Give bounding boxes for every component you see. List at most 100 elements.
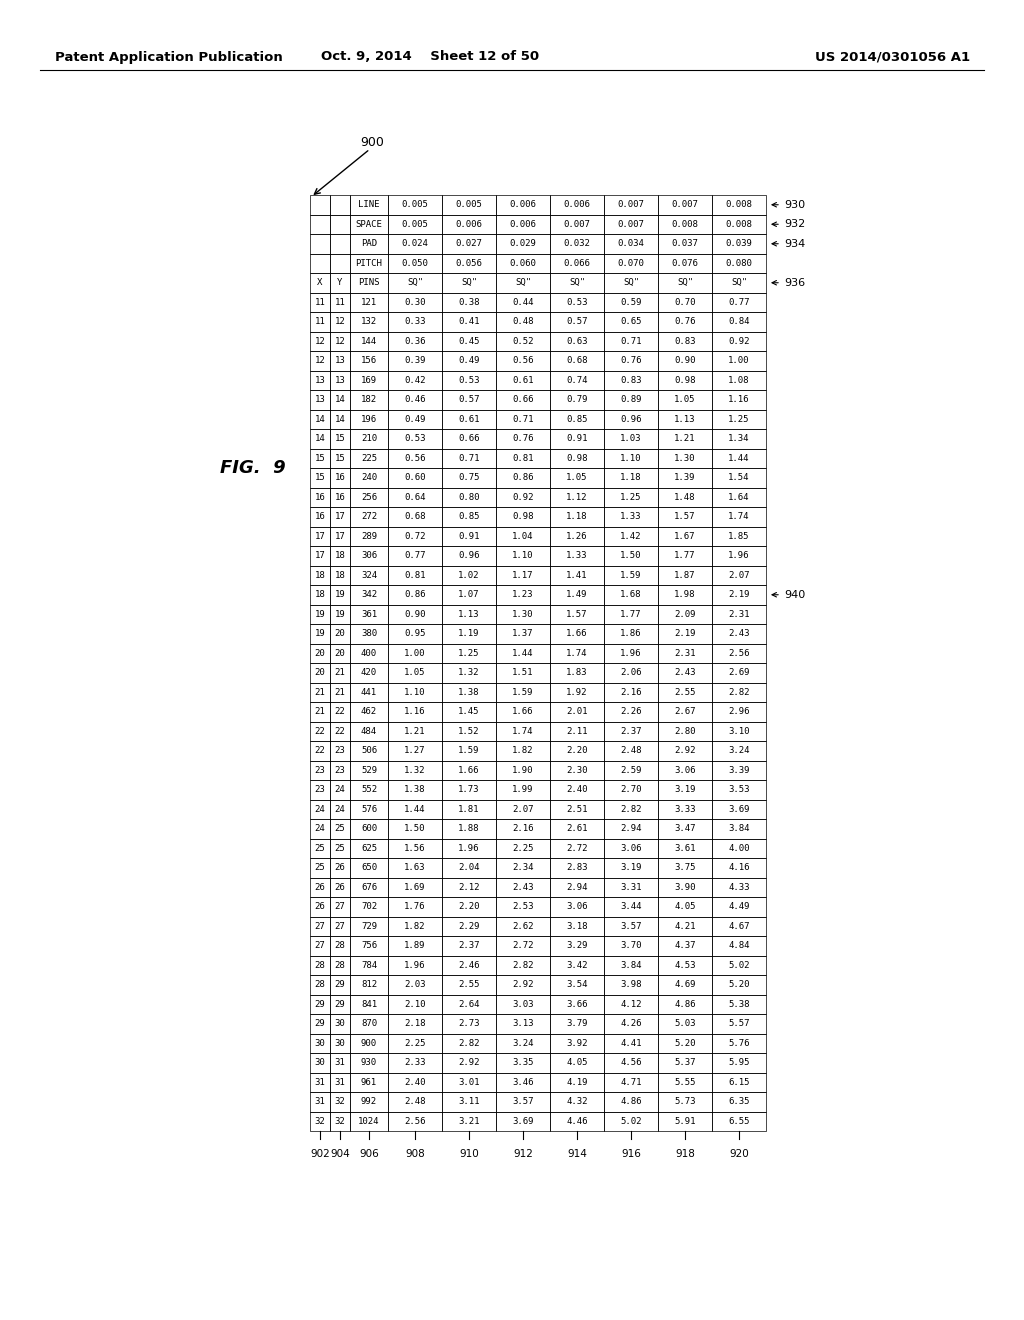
Bar [712,371,766,389]
Text: 0.98: 0.98 [674,376,695,384]
Text: 1.81: 1.81 [459,805,480,813]
Text: 23: 23 [314,785,326,795]
Bar [496,818,550,838]
Text: 132: 132 [360,317,377,326]
Bar [496,429,550,449]
Text: 1.08: 1.08 [728,376,750,384]
Text: 1.37: 1.37 [512,630,534,639]
Bar [442,780,496,800]
Text: 28: 28 [335,941,345,950]
Bar [604,507,658,527]
Bar [496,1092,550,1111]
Text: 0.65: 0.65 [621,317,642,326]
Text: 0.029: 0.029 [510,239,537,248]
Text: 0.77: 0.77 [728,298,750,306]
Bar [330,956,350,975]
Text: 0.006: 0.006 [563,201,591,210]
Text: 4.05: 4.05 [674,903,695,911]
Text: 3.90: 3.90 [674,883,695,892]
Bar [330,1092,350,1111]
Text: 841: 841 [360,999,377,1008]
Text: 2.30: 2.30 [566,766,588,775]
Bar [442,605,496,624]
Text: 1.68: 1.68 [621,590,642,599]
Bar [712,916,766,936]
Bar [350,858,388,878]
Bar [310,1111,330,1131]
Text: 1.82: 1.82 [512,746,534,755]
Bar [330,780,350,800]
Text: 1.13: 1.13 [674,414,695,424]
Bar [442,429,496,449]
Text: 0.68: 0.68 [404,512,426,521]
Text: 1.57: 1.57 [566,610,588,619]
Bar [496,605,550,624]
Bar [604,702,658,722]
Text: 17: 17 [335,512,345,521]
Text: 3.69: 3.69 [728,805,750,813]
Bar [604,760,658,780]
Bar [388,273,442,293]
Bar [658,975,712,994]
Text: 1.41: 1.41 [566,570,588,579]
Bar [658,214,712,234]
Text: 4.71: 4.71 [621,1077,642,1086]
Text: 1.77: 1.77 [621,610,642,619]
Bar [604,722,658,741]
Bar [388,195,442,214]
Bar [310,273,330,293]
Text: 0.056: 0.056 [456,259,482,268]
Text: 3.61: 3.61 [674,843,695,853]
Bar [330,312,350,331]
Bar [550,449,604,469]
Bar [310,1034,330,1053]
Bar [330,800,350,818]
Text: 0.49: 0.49 [404,414,426,424]
Bar [388,1092,442,1111]
Bar [550,293,604,312]
Text: 400: 400 [360,648,377,657]
Text: 3.46: 3.46 [512,1077,534,1086]
Bar [658,449,712,469]
Bar [712,293,766,312]
Text: 3.18: 3.18 [566,921,588,931]
Bar [350,253,388,273]
Bar [604,818,658,838]
Bar [712,585,766,605]
Bar [350,780,388,800]
Text: 22: 22 [335,727,345,735]
Bar [388,389,442,409]
Text: SPACE: SPACE [355,219,382,228]
Text: 2.46: 2.46 [459,961,480,970]
Text: 289: 289 [360,532,377,541]
Bar [388,800,442,818]
Text: 1.44: 1.44 [404,805,426,813]
Text: 12: 12 [314,356,326,366]
Bar [350,429,388,449]
Bar [658,624,712,644]
Text: 16: 16 [335,492,345,502]
Bar [550,838,604,858]
Bar [658,1034,712,1053]
Bar [310,956,330,975]
Text: 24: 24 [335,785,345,795]
Text: 14: 14 [335,414,345,424]
Bar [310,351,330,371]
Bar [550,487,604,507]
Bar [310,449,330,469]
Text: 0.60: 0.60 [404,474,426,482]
Bar [550,1034,604,1053]
Bar [658,371,712,389]
Text: 1.92: 1.92 [566,688,588,697]
Text: 5.37: 5.37 [674,1059,695,1068]
Text: 3.06: 3.06 [566,903,588,911]
Text: 1.21: 1.21 [404,727,426,735]
Text: 324: 324 [360,570,377,579]
Bar [442,994,496,1014]
Bar [550,780,604,800]
Text: 0.007: 0.007 [672,201,698,210]
Text: 3.54: 3.54 [566,981,588,989]
Text: 900: 900 [360,1039,377,1048]
Bar [310,469,330,487]
Bar [658,565,712,585]
